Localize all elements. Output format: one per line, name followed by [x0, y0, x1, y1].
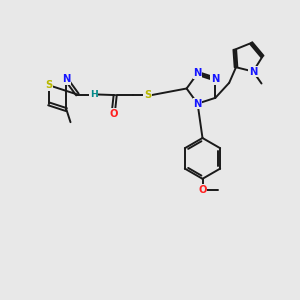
Text: H: H — [90, 90, 98, 99]
Text: N: N — [211, 74, 220, 84]
Text: S: S — [144, 90, 151, 100]
Text: O: O — [109, 109, 118, 119]
Text: N: N — [249, 67, 257, 76]
Text: O: O — [198, 184, 207, 195]
Text: N: N — [194, 99, 202, 109]
Text: N: N — [62, 74, 70, 84]
Text: S: S — [45, 80, 52, 90]
Text: N: N — [194, 68, 202, 78]
